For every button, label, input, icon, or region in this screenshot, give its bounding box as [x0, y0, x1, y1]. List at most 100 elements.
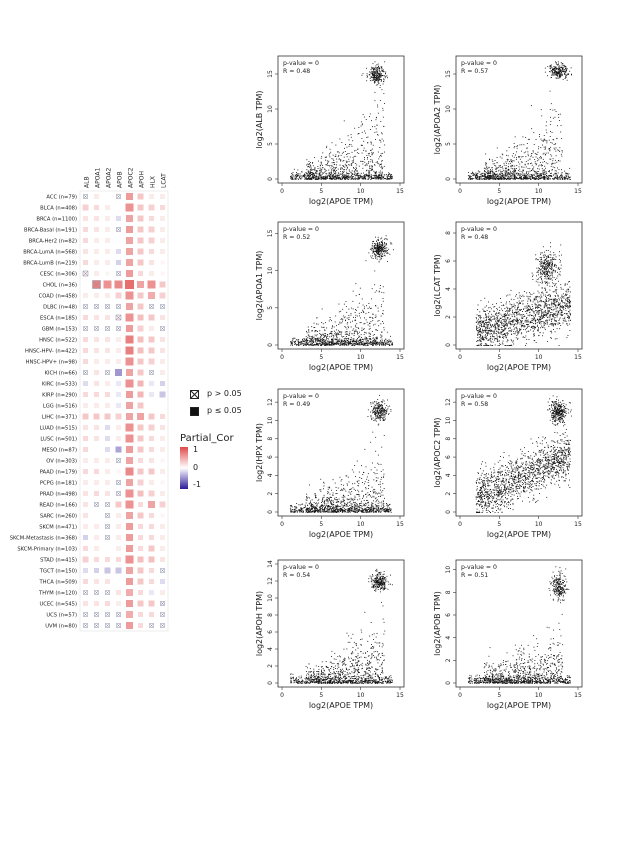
point	[309, 344, 311, 346]
point	[386, 243, 387, 245]
point	[494, 176, 496, 178]
cell-skcm-primary-n-103-apoa2	[105, 546, 110, 551]
point	[314, 331, 316, 333]
point	[374, 67, 376, 68]
point	[490, 176, 492, 177]
point	[312, 175, 313, 177]
point	[538, 178, 539, 180]
point	[373, 174, 375, 176]
point	[310, 344, 312, 346]
point	[507, 160, 509, 162]
point	[321, 163, 322, 165]
point	[538, 176, 540, 177]
cell-lihc-n-371-apoh	[137, 413, 144, 420]
point	[336, 339, 337, 341]
point	[543, 177, 545, 179]
point	[543, 174, 545, 175]
cell-brca-luma-n-568-alb	[83, 249, 88, 254]
point	[331, 342, 332, 343]
cell-cesc-n-306-apoa2	[105, 271, 110, 276]
point	[561, 72, 562, 74]
point	[506, 301, 507, 303]
point	[353, 170, 355, 172]
point	[555, 259, 557, 260]
point	[557, 75, 558, 77]
cell-meso-n-87-apob	[115, 446, 122, 453]
point	[316, 344, 318, 346]
cell-acc-n-79-apoa1	[94, 194, 99, 199]
point	[379, 250, 380, 252]
point	[552, 69, 554, 71]
point	[346, 146, 348, 148]
point	[310, 177, 311, 179]
cell-paad-n-179-alb	[83, 469, 88, 474]
point	[362, 160, 364, 162]
point	[569, 179, 571, 180]
point	[484, 176, 486, 178]
point	[348, 338, 350, 340]
point	[550, 294, 551, 296]
point	[309, 164, 311, 166]
point	[360, 176, 362, 178]
point	[379, 341, 380, 343]
point	[383, 71, 385, 72]
row-label-chol-n-36: CHOL (n=36)	[43, 283, 77, 289]
point	[487, 173, 489, 175]
point	[512, 160, 514, 162]
point	[375, 344, 376, 346]
cell-skcm-n-471-alb	[83, 524, 88, 529]
point	[549, 261, 550, 263]
point	[290, 176, 291, 177]
point	[532, 176, 534, 178]
point	[550, 103, 552, 105]
point	[371, 79, 373, 81]
point	[295, 177, 297, 179]
point	[483, 178, 484, 180]
point	[355, 324, 356, 326]
point	[533, 166, 535, 168]
point	[544, 327, 546, 329]
point	[553, 147, 555, 149]
colorbar	[180, 447, 188, 489]
point	[363, 308, 365, 310]
point	[525, 151, 527, 153]
point	[502, 173, 503, 174]
cell-brca-lumb-n-219-apoa1	[94, 260, 99, 265]
point	[359, 340, 361, 342]
point	[382, 250, 384, 252]
point	[337, 342, 339, 344]
point	[380, 178, 381, 180]
point	[337, 339, 339, 341]
point	[557, 275, 559, 277]
point	[518, 172, 519, 174]
point	[550, 158, 552, 160]
point	[361, 177, 363, 179]
point	[362, 329, 364, 330]
point	[304, 341, 305, 343]
cell-kich-n-66-hlx-cross-b	[149, 370, 154, 375]
point	[346, 317, 348, 319]
point	[374, 131, 376, 133]
cell-sarc-n-260-lcat	[160, 513, 165, 518]
point	[537, 157, 539, 159]
cell-hnsc-hpv-n-98-apoh	[137, 358, 144, 365]
point	[352, 176, 354, 177]
point	[342, 167, 343, 169]
cell-paad-n-179-apoa2	[105, 469, 110, 474]
point	[504, 323, 506, 325]
point	[322, 339, 324, 341]
row-label-coad-n-458: COAD (n=458)	[39, 294, 77, 300]
point	[331, 320, 332, 322]
point	[351, 163, 352, 165]
point	[329, 177, 331, 179]
point	[354, 178, 356, 180]
point	[349, 334, 350, 336]
point	[515, 176, 517, 178]
point	[555, 301, 557, 303]
heatmap-frame	[79, 190, 169, 632]
cell-cesc-n-306-apoa1	[94, 271, 99, 276]
point	[490, 171, 491, 173]
point	[317, 173, 319, 175]
point	[370, 341, 371, 343]
point	[530, 177, 532, 179]
